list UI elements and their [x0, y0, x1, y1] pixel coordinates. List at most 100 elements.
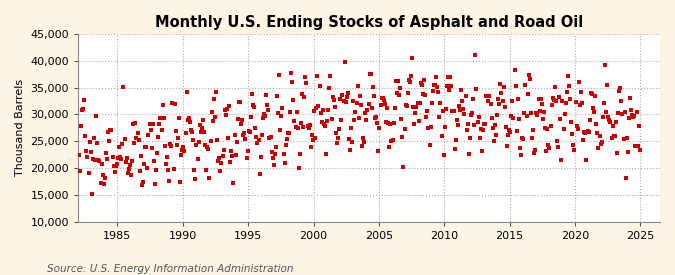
Point: [593, 146, 604, 151]
Point: [386, 139, 397, 144]
Point: [299, 94, 310, 99]
Point: [319, 121, 329, 126]
Point: [120, 160, 131, 164]
Point: [379, 102, 390, 106]
Point: [235, 100, 246, 104]
Point: [510, 84, 521, 89]
Point: [86, 192, 97, 196]
Point: [555, 117, 566, 121]
Point: [90, 113, 101, 118]
Point: [150, 182, 161, 186]
Point: [239, 131, 250, 135]
Point: [477, 128, 488, 133]
Point: [278, 152, 289, 156]
Point: [630, 144, 641, 148]
Point: [79, 98, 90, 103]
Point: [628, 115, 639, 120]
Point: [541, 149, 551, 153]
Point: [562, 74, 573, 78]
Point: [167, 101, 178, 105]
Point: [146, 145, 157, 150]
Point: [99, 176, 110, 180]
Point: [323, 108, 333, 112]
Point: [305, 145, 316, 149]
Point: [190, 177, 200, 181]
Point: [471, 86, 482, 91]
Point: [406, 74, 416, 78]
Point: [613, 111, 624, 115]
Point: [81, 149, 92, 154]
Point: [122, 170, 133, 175]
Point: [251, 135, 262, 139]
Point: [519, 111, 530, 115]
Point: [335, 97, 346, 101]
Point: [514, 145, 525, 150]
Point: [397, 135, 408, 139]
Point: [456, 88, 466, 92]
Point: [620, 176, 631, 180]
Point: [113, 145, 124, 149]
Point: [421, 115, 432, 120]
Point: [342, 91, 353, 96]
Point: [631, 110, 642, 114]
Point: [349, 118, 360, 123]
Point: [459, 112, 470, 116]
Point: [78, 106, 88, 111]
Point: [289, 119, 300, 123]
Point: [264, 136, 275, 140]
Point: [558, 126, 569, 131]
Point: [157, 103, 168, 108]
Point: [350, 110, 361, 114]
Point: [529, 151, 539, 156]
Point: [202, 144, 213, 149]
Point: [333, 127, 344, 132]
Point: [413, 119, 424, 123]
Point: [143, 133, 154, 138]
Point: [362, 108, 373, 112]
Point: [280, 142, 291, 147]
Point: [392, 90, 402, 95]
Point: [184, 120, 195, 125]
Point: [412, 101, 423, 105]
Point: [567, 132, 578, 136]
Point: [436, 134, 447, 138]
Point: [528, 128, 539, 133]
Point: [340, 60, 350, 64]
Point: [599, 100, 610, 105]
Point: [242, 148, 253, 153]
Point: [409, 122, 420, 126]
Point: [389, 106, 400, 110]
Point: [99, 182, 109, 186]
Point: [388, 121, 399, 125]
Point: [566, 120, 576, 125]
Point: [521, 114, 532, 119]
Point: [498, 85, 509, 89]
Point: [475, 136, 485, 141]
Point: [286, 71, 296, 76]
Point: [184, 115, 194, 120]
Point: [448, 108, 459, 113]
Title: Monthly U.S. Ending Stocks of Asphalt and Road Oil: Monthly U.S. Ending Stocks of Asphalt an…: [155, 15, 583, 30]
Point: [198, 130, 209, 134]
Point: [119, 137, 130, 141]
Point: [547, 96, 558, 100]
Point: [469, 123, 480, 127]
Point: [287, 80, 298, 85]
Point: [374, 126, 385, 130]
Point: [551, 138, 562, 143]
Point: [236, 122, 246, 126]
Point: [159, 144, 170, 148]
Point: [291, 110, 302, 115]
Point: [317, 120, 327, 124]
Point: [111, 162, 122, 167]
Point: [101, 151, 111, 156]
Point: [302, 124, 313, 128]
Point: [481, 94, 491, 98]
Point: [432, 85, 443, 89]
Point: [450, 147, 460, 152]
Point: [502, 144, 512, 148]
Point: [171, 143, 182, 148]
Point: [281, 137, 292, 141]
Point: [95, 180, 106, 185]
Point: [523, 73, 534, 77]
